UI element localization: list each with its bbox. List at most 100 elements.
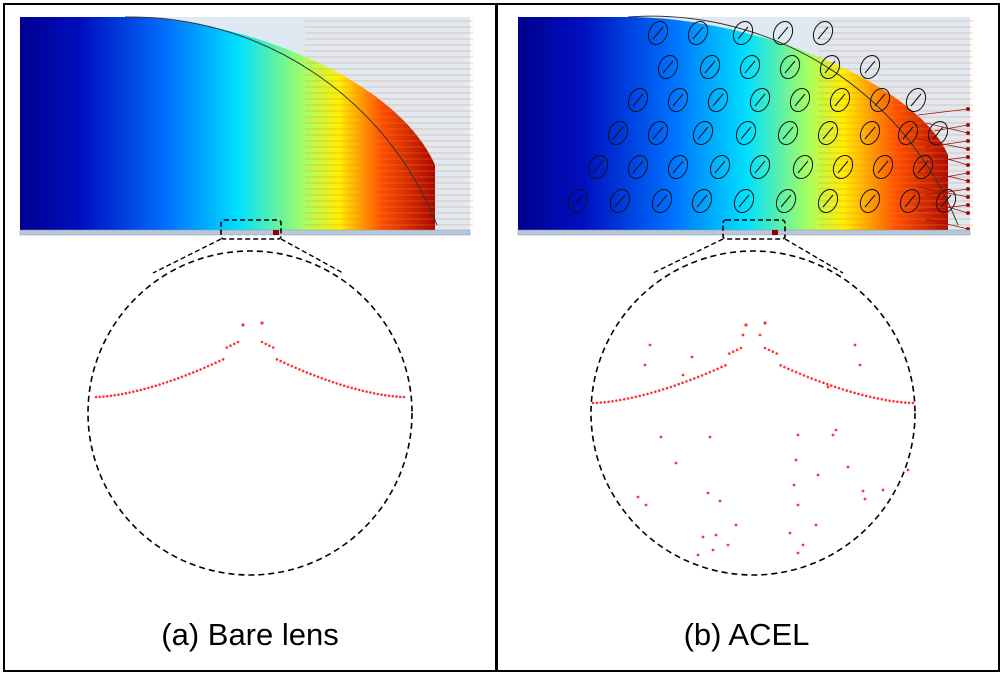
focal-dot [376, 392, 380, 396]
scattered-ray-end [966, 123, 970, 127]
inclusion-axis [877, 160, 889, 174]
lens-outline [124, 16, 438, 226]
focal-dot [735, 348, 739, 352]
scatter-dot [853, 343, 857, 347]
focal-dot [191, 371, 195, 374]
scatter-dot [794, 458, 798, 462]
focal-dot [210, 363, 214, 366]
focal-dot [384, 393, 387, 397]
inclusion-axis [754, 93, 766, 107]
focal-dot [309, 372, 312, 376]
figure-frame [3, 3, 1000, 672]
focal-dot [169, 379, 173, 383]
inclusion-axis [592, 160, 604, 174]
panel-divider [495, 3, 498, 670]
focal-dot [591, 401, 595, 405]
scattered-ray [925, 218, 969, 230]
focal-spot-dots [591, 321, 915, 557]
inclusion-ellipse [817, 120, 839, 146]
inclusion-axis [910, 93, 922, 107]
scatter-dot [681, 373, 685, 377]
focal-dot [728, 352, 731, 355]
scatter-dot [726, 543, 730, 547]
inclusion-ellipse [647, 120, 669, 146]
focal-dot [888, 399, 891, 402]
scattered-ray [925, 140, 969, 148]
focal-dot [618, 398, 622, 402]
inclusion-ellipse [627, 87, 649, 113]
scatter-dot [846, 465, 850, 469]
focal-dot [685, 380, 688, 383]
focal-plane [517, 229, 971, 236]
focal-plane [19, 229, 471, 236]
scatter-dot [734, 523, 738, 527]
focal-dot [102, 395, 105, 398]
focal-dot [203, 366, 206, 370]
scatter-dot [792, 483, 796, 487]
zoom-circle [590, 250, 916, 576]
focal-dot [642, 393, 645, 397]
panel-bare-lens: (a) Bare lens [5, 5, 495, 669]
inclusion-ellipse [779, 54, 801, 80]
focal-dot [599, 401, 603, 404]
focal-dot [98, 395, 102, 399]
focal-dot [357, 388, 361, 392]
focal-dot [335, 382, 339, 385]
focal-dot [731, 350, 735, 354]
focal-dot [268, 344, 271, 348]
inclusion-axis [837, 160, 849, 174]
scattered-ray [933, 202, 969, 214]
focal-dot [880, 397, 884, 401]
focal-dot [595, 401, 599, 405]
focal-dot [790, 369, 794, 372]
focal-dot [391, 394, 395, 398]
inclusion-ellipse [709, 154, 731, 180]
caption-bare-lens: (a) Bare lens [161, 617, 339, 652]
inclusion-ellipse [935, 188, 957, 214]
inclusion-ellipse [735, 120, 757, 146]
scattered-ray-end [966, 147, 970, 151]
focal-dot [387, 394, 391, 398]
focal-dot [775, 352, 778, 355]
focal-dot [896, 400, 899, 404]
focal-dot [630, 396, 634, 399]
focal-dot [802, 374, 806, 377]
inclusion-axis [940, 194, 952, 208]
inclusion-axis [824, 60, 836, 74]
inclusion-ellipse [699, 54, 721, 80]
inclusion-ellipse [829, 87, 851, 113]
inclusion-axis [612, 126, 624, 140]
inclusion-axis [834, 93, 846, 107]
focal-dot [771, 350, 775, 354]
scattered-ray-end [966, 139, 970, 143]
scatter-dot [796, 433, 800, 437]
focal-dot [634, 395, 638, 399]
focal-dot [704, 372, 708, 376]
exit-rays [305, 20, 473, 226]
scattered-ray-end [966, 155, 970, 159]
inclusion-ellipse [897, 120, 919, 146]
inclusion-axis [932, 126, 944, 140]
inclusion-axis [662, 60, 674, 74]
focal-spot [273, 230, 279, 235]
inclusion-ellipse [912, 154, 934, 180]
inclusion-ellipse [609, 188, 631, 214]
scatter-dot [701, 535, 705, 539]
inclusion-ellipse [692, 120, 714, 146]
inclusion-axis [614, 194, 626, 208]
focal-dot [154, 384, 158, 388]
inclusion-ellipse [567, 188, 589, 214]
focal-dot [105, 394, 109, 398]
focal-dot [158, 383, 161, 386]
inclusion-axis [697, 126, 709, 140]
scattered-ray [917, 204, 969, 212]
focal-dot [650, 391, 653, 395]
focal-dot [822, 381, 825, 385]
inclusion-axis [714, 160, 726, 174]
focal-dot [346, 385, 350, 389]
focal-dot [395, 395, 398, 398]
scatter-dot [643, 363, 647, 367]
focal-dot [298, 368, 301, 371]
inclusion-ellipse [817, 188, 839, 214]
focal-dot [864, 394, 868, 398]
